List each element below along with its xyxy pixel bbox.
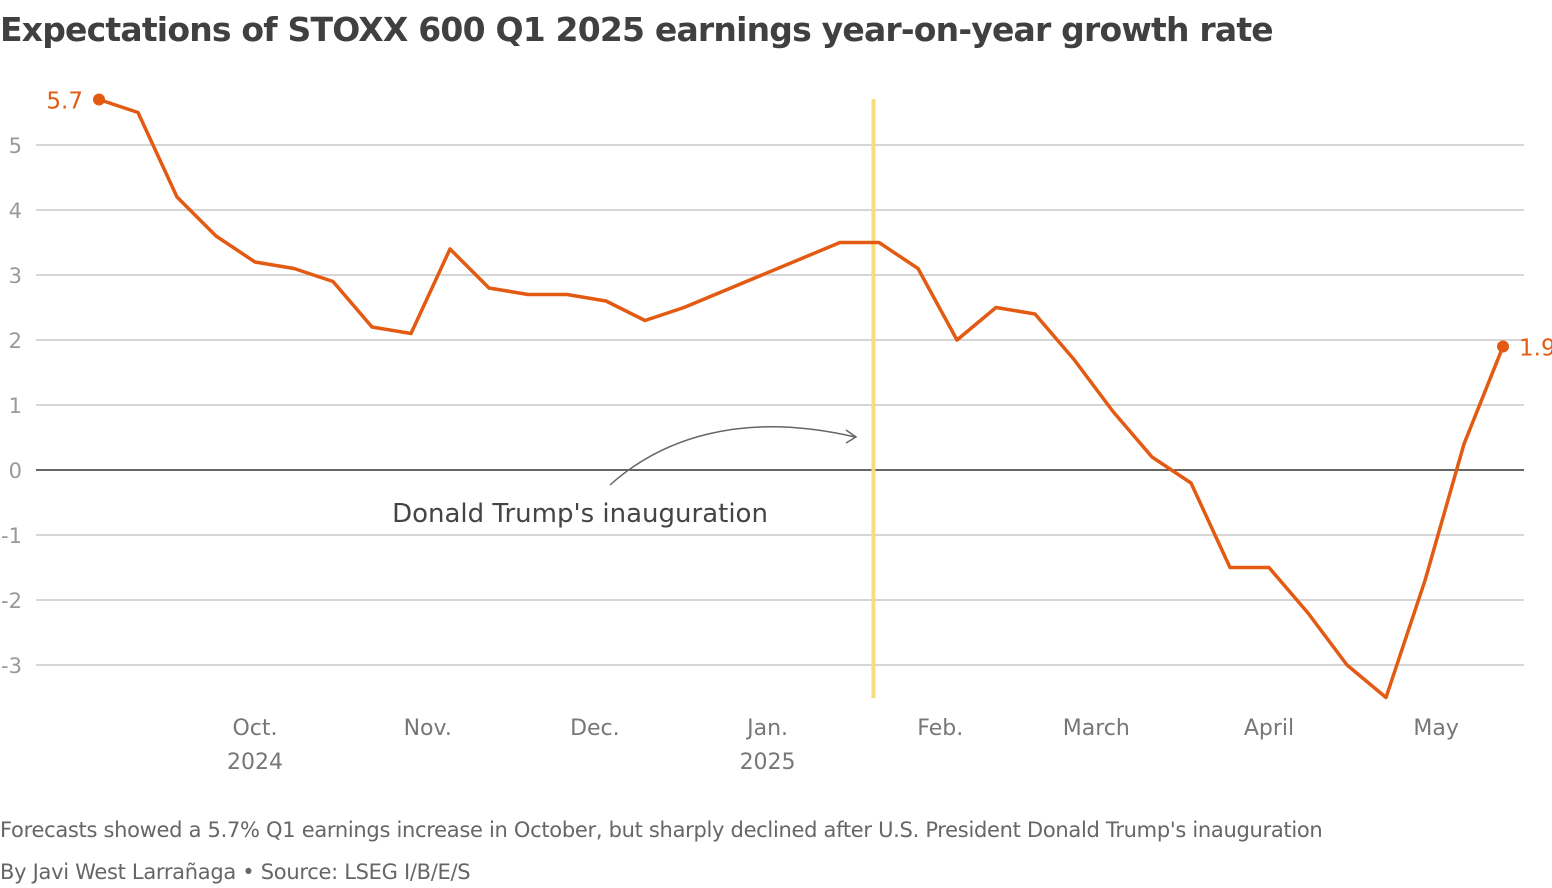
y-tick-label: 4 <box>9 199 22 223</box>
y-tick-label: 3 <box>9 264 22 288</box>
x-tick-label: Nov. <box>404 716 452 741</box>
x-tick-label: March <box>1063 716 1130 741</box>
x-tick-label: April <box>1244 716 1294 741</box>
series-line <box>98 97 1505 700</box>
x-tick-label: Dec. <box>570 716 620 741</box>
y-tick-label: 1 <box>9 394 22 418</box>
annotation-arrow <box>609 426 856 486</box>
annotation-label: Donald Trump's inauguration <box>392 499 768 529</box>
y-tick-label: 2 <box>9 329 22 353</box>
data-label: 5.7 <box>46 89 83 115</box>
x-tick-year-label: 2024 <box>227 750 283 775</box>
y-tick-label: 5 <box>9 134 22 158</box>
y-tick-label: -1 <box>1 524 22 548</box>
y-tick-label: 0 <box>9 459 22 483</box>
endpoint-marker <box>1497 340 1509 353</box>
data-label: 1.9 <box>1519 336 1552 362</box>
y-tick-label: -2 <box>1 589 22 613</box>
x-tick-label: May <box>1413 716 1458 741</box>
x-tick-label: Oct. <box>232 716 277 741</box>
line-chart: -3 -2 -1 0 1 2 3 4 5 Oct. 2024 Nov. Dec. Jan. 2025 Feb.… <box>1 89 1552 776</box>
y-tick-label: -3 <box>1 654 22 678</box>
arrow-head-icon <box>845 429 858 444</box>
byline-source: By Javi West Larrañaga • Source: LSEG I/… <box>0 860 471 884</box>
chart-title: Expectations of STOXX 600 Q1 2025 earnin… <box>0 10 1274 49</box>
x-tick-year-label: 2025 <box>740 750 796 775</box>
endpoint-marker <box>93 93 105 106</box>
chart-subtitle: Forecasts showed a 5.7% Q1 earnings incr… <box>0 818 1323 842</box>
x-tick-label: Feb. <box>917 716 963 741</box>
x-tick-label: Jan. <box>745 716 788 741</box>
